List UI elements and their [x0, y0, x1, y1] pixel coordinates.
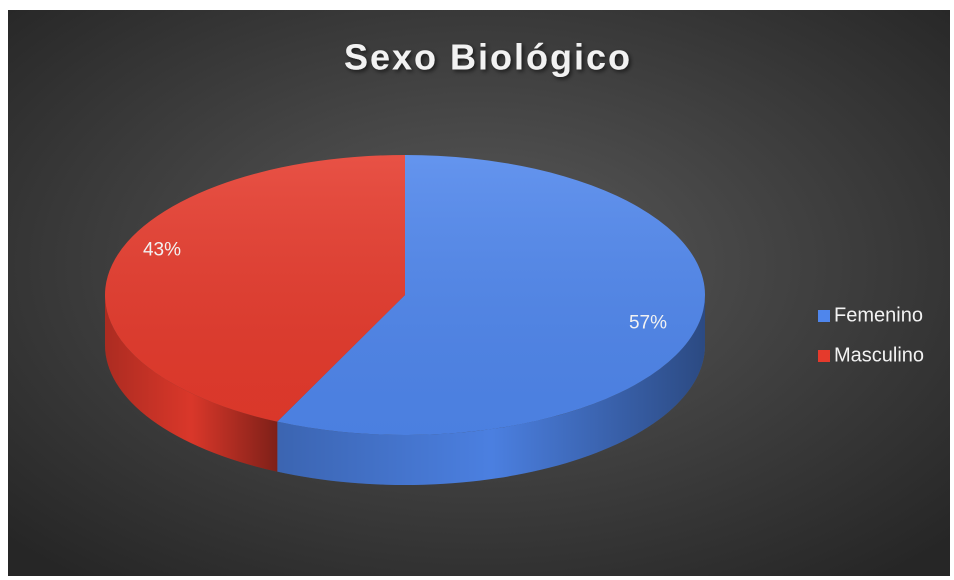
data-label: 43%	[143, 240, 181, 261]
legend-swatch	[818, 350, 830, 362]
side-shade	[105, 295, 278, 472]
legend-label: Femenino	[834, 304, 923, 326]
data-label: 57%	[629, 312, 667, 333]
slice-shine	[277, 155, 705, 435]
slice-shine	[104, 154, 405, 422]
chart-title: Sexo Biológico	[344, 37, 632, 78]
legend-swatch	[818, 310, 830, 322]
legend-label: Masculino	[834, 344, 924, 366]
side-shade	[277, 295, 705, 486]
